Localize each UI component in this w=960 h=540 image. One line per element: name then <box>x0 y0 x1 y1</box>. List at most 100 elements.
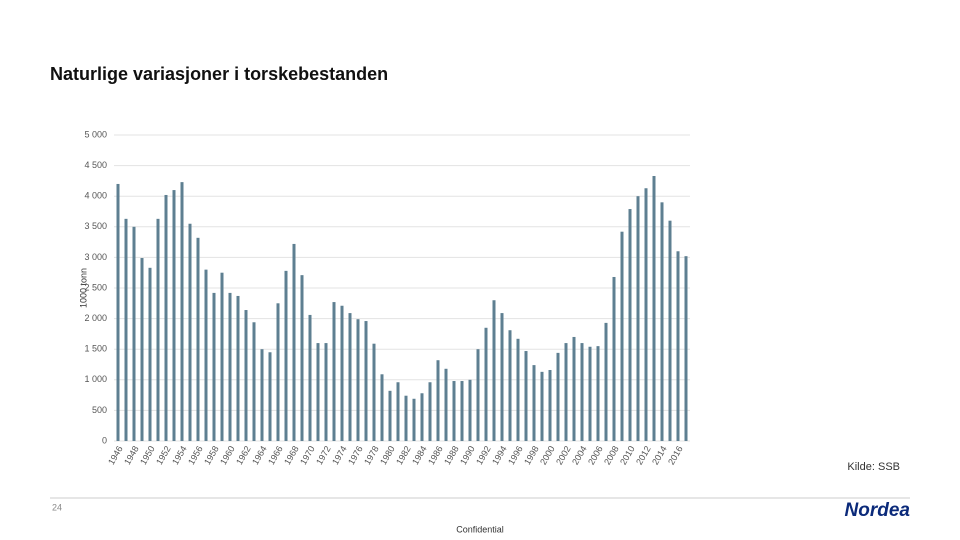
bar <box>332 302 336 441</box>
bar <box>532 365 536 441</box>
bar <box>228 292 232 441</box>
bar <box>492 300 496 441</box>
bar <box>476 349 480 441</box>
bar <box>652 176 656 441</box>
x-tick-label: 1976 <box>346 444 365 466</box>
x-tick-label: 1950 <box>138 444 157 466</box>
bar <box>396 382 400 441</box>
bar <box>644 188 648 441</box>
x-tick-label: 1956 <box>186 444 205 466</box>
x-tick-label: 1958 <box>202 444 221 466</box>
bar <box>292 243 296 441</box>
bar <box>140 258 144 441</box>
bar <box>364 321 368 441</box>
bar <box>604 322 608 441</box>
bar <box>412 398 416 441</box>
bar <box>468 379 472 441</box>
x-tick-label: 2006 <box>586 444 605 466</box>
x-tick-label: 1964 <box>250 444 269 466</box>
bar <box>316 343 320 441</box>
bar <box>404 395 408 441</box>
bar <box>180 182 184 441</box>
bar <box>340 305 344 441</box>
x-tick-label: 1948 <box>122 444 141 466</box>
bar <box>244 310 248 441</box>
bar <box>212 292 216 441</box>
x-tick-label: 2008 <box>602 444 621 466</box>
bar <box>628 209 632 441</box>
x-tick-label: 2010 <box>618 444 637 466</box>
x-tick-label: 2012 <box>634 444 653 466</box>
y-tick-label: 2 000 <box>84 313 107 323</box>
x-tick-label: 1992 <box>474 444 493 466</box>
bar <box>508 330 512 441</box>
bar <box>116 183 120 441</box>
bar <box>484 327 488 441</box>
bar <box>428 382 432 441</box>
bar <box>636 196 640 441</box>
bar <box>388 390 392 441</box>
x-tick-label: 1984 <box>410 444 429 466</box>
bar <box>540 371 544 441</box>
page-number: 24 <box>52 502 62 512</box>
x-tick-label: 1946 <box>106 444 125 466</box>
bar <box>572 336 576 441</box>
bar <box>556 352 560 441</box>
y-tick-label: 0 <box>102 435 107 445</box>
bar <box>380 374 384 441</box>
bar <box>516 338 520 441</box>
x-tick-label: 1986 <box>426 444 445 466</box>
x-tick-label: 2002 <box>554 444 573 466</box>
bar <box>124 218 128 441</box>
bar <box>164 194 168 441</box>
bar <box>348 313 352 441</box>
bar <box>596 346 600 441</box>
y-tick-label: 5 000 <box>84 129 107 139</box>
y-axis-label: 1000 tonn <box>78 268 88 308</box>
bar <box>276 303 280 441</box>
bar <box>196 237 200 441</box>
x-tick-label: 1988 <box>442 444 461 466</box>
bar <box>252 322 256 441</box>
y-tick-label: 500 <box>92 405 107 415</box>
x-tick-label: 1970 <box>298 444 317 466</box>
x-tick-label: 1960 <box>218 444 237 466</box>
chart-title: Naturlige variasjoner i torskebestanden <box>50 64 388 84</box>
y-tick-label: 1 000 <box>84 374 107 384</box>
bar <box>268 352 272 441</box>
bar <box>620 231 624 441</box>
bar <box>420 393 424 441</box>
bar <box>500 313 504 441</box>
x-tick-label: 1978 <box>362 444 381 466</box>
bar <box>172 190 176 441</box>
y-tick-label: 4 500 <box>84 160 107 170</box>
bar <box>308 314 312 441</box>
bar <box>356 319 360 441</box>
bar <box>372 343 376 441</box>
y-tick-label: 1 500 <box>84 344 107 354</box>
bar <box>668 220 672 441</box>
x-tick-label: 1982 <box>394 444 413 466</box>
x-tick-label: 2014 <box>650 444 669 466</box>
bar <box>300 275 304 441</box>
bar <box>148 267 152 441</box>
bar <box>156 218 160 441</box>
bar <box>260 349 264 441</box>
x-tick-label: 1994 <box>490 444 509 466</box>
logo: Nordea <box>845 500 911 521</box>
x-tick-label: 1996 <box>506 444 525 466</box>
x-tick-label: 1962 <box>234 444 253 466</box>
bar <box>324 343 328 441</box>
bar <box>284 270 288 441</box>
bar <box>684 256 688 441</box>
x-tick-label: 1974 <box>330 444 349 466</box>
y-tick-label: 3 000 <box>84 252 107 262</box>
bar <box>660 202 664 441</box>
bar <box>204 269 208 441</box>
bar <box>548 370 552 441</box>
x-tick-label: 1980 <box>378 444 397 466</box>
bar <box>132 226 136 441</box>
x-tick-label: 1998 <box>522 444 541 466</box>
y-tick-label: 3 500 <box>84 221 107 231</box>
